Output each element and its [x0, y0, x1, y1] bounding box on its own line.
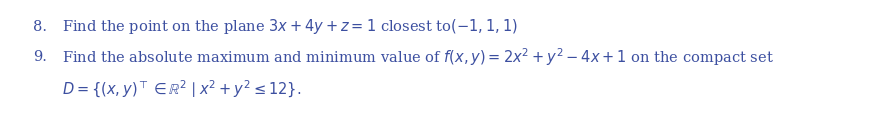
- Text: 9.: 9.: [33, 50, 47, 64]
- Text: Find the absolute maximum and minimum value of $f(x, y) = 2x^2 + y^2 - 4x + 1$ o: Find the absolute maximum and minimum va…: [62, 46, 773, 68]
- Text: 8.: 8.: [33, 20, 47, 34]
- Text: Find the point on the plane $3x + 4y + z = 1$ closest to$(-1,1,1)$: Find the point on the plane $3x + 4y + z…: [62, 18, 518, 37]
- Text: $D = \{(x, y)^\top \in \mathbb{R}^2 \mid x^2 + y^2 \leq 12\}.$: $D = \{(x, y)^\top \in \mathbb{R}^2 \mid…: [62, 78, 301, 100]
